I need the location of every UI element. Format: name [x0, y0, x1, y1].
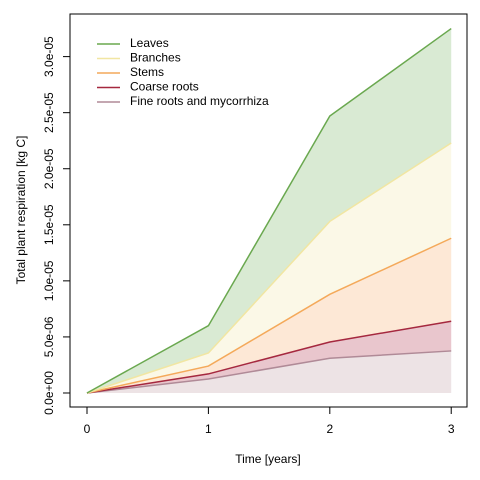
- x-tick-label: 0: [84, 422, 91, 436]
- area-fill: [86, 142, 452, 393]
- legend-label: Fine roots and mycorrhiza: [130, 94, 269, 108]
- legend-label: Coarse roots: [130, 80, 199, 94]
- x-tick-label: 2: [326, 422, 333, 436]
- area-line: [86, 27, 452, 394]
- legend-label: Branches: [130, 51, 181, 65]
- area-fill: [86, 28, 452, 393]
- x-tick-label: 3: [448, 422, 455, 436]
- area-line: [86, 350, 452, 394]
- y-tick-label: 1.0e-05: [42, 260, 56, 301]
- y-tick-label: 3.0e-05: [42, 36, 56, 77]
- x-axis-label: Time [years]: [235, 452, 301, 466]
- area-fill: [86, 238, 452, 393]
- y-tick-label: 1.5e-05: [42, 204, 56, 245]
- legend-label: Stems: [130, 65, 164, 79]
- y-tick-label: 2.0e-05: [42, 148, 56, 189]
- area-line: [86, 237, 452, 394]
- y-tick-label: 5.0e-06: [42, 316, 56, 357]
- legend-label: Leaves: [130, 36, 169, 50]
- area-line: [86, 142, 452, 394]
- y-tick-label: 0.0e+00: [42, 371, 56, 415]
- x-tick-label: 1: [205, 422, 212, 436]
- plot-frame: [69, 13, 468, 408]
- y-tick-label: 2.5e-05: [42, 92, 56, 133]
- area-fill: [86, 350, 452, 393]
- y-axis-label: Total plant respiration [kg C]: [14, 136, 28, 285]
- area-fill: [86, 321, 452, 393]
- area-line: [86, 320, 452, 394]
